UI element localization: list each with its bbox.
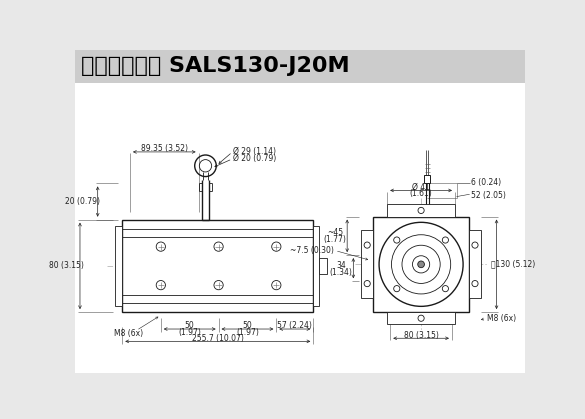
Text: ~45: ~45 [327,228,343,237]
Bar [469,230,481,298]
Bar [424,175,431,183]
Text: (1.34): (1.34) [329,268,352,277]
Text: ~7.5 (0.30): ~7.5 (0.30) [290,246,334,255]
Text: 6 (0.24): 6 (0.24) [471,178,501,187]
Text: 57 (2.24): 57 (2.24) [277,321,312,331]
Bar [387,204,455,217]
Text: (1.97): (1.97) [236,328,259,337]
Text: Ø 29 (1.14): Ø 29 (1.14) [233,147,276,156]
Bar [361,230,373,298]
Text: 80 (3.15): 80 (3.15) [49,261,84,270]
Bar [314,226,319,306]
Bar [387,312,455,324]
Bar [78,84,521,371]
Text: M8 (6x): M8 (6x) [487,314,517,323]
Text: (1.77): (1.77) [324,235,346,244]
Circle shape [418,261,425,268]
Text: 50: 50 [243,321,252,331]
Bar [115,226,122,306]
Text: 工业级精密型 SALS130-J20M: 工业级精密型 SALS130-J20M [81,57,349,76]
Text: (1.97): (1.97) [178,328,201,337]
Text: 80 (3.15): 80 (3.15) [404,331,439,340]
Bar [75,83,525,373]
Text: 50: 50 [185,321,195,331]
Text: 52 (2.05): 52 (2.05) [471,191,506,199]
Text: 255.7 (10.07): 255.7 (10.07) [192,334,244,343]
Text: 20 (0.79): 20 (0.79) [65,197,100,206]
Text: (1.61): (1.61) [410,189,432,198]
Text: ⎕130 (5.12): ⎕130 (5.12) [491,260,536,269]
Bar [75,50,525,83]
Text: 89.35 (3.52): 89.35 (3.52) [141,144,188,153]
Text: Ø 20 (0.79): Ø 20 (0.79) [233,154,277,163]
Bar [122,220,314,312]
Text: Ø 41: Ø 41 [412,183,430,192]
Text: 34: 34 [336,261,346,269]
Bar [319,258,327,274]
Bar [373,217,469,312]
Text: M8 (6x): M8 (6x) [114,329,143,338]
